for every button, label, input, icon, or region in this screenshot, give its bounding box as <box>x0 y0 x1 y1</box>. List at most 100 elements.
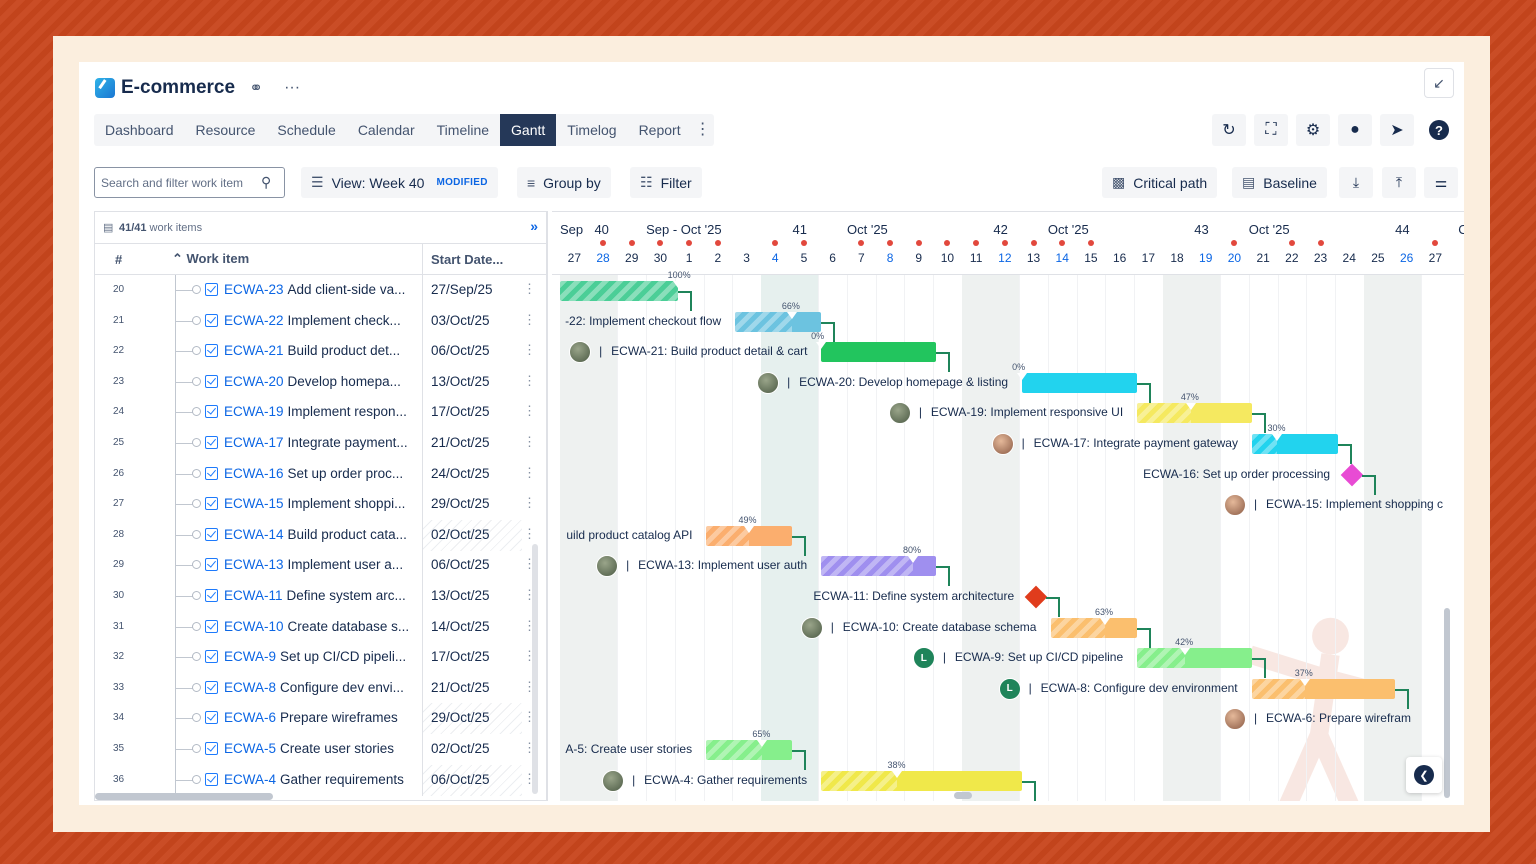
work-item-key[interactable]: ECWA-20 <box>224 373 284 389</box>
assignee-avatar[interactable] <box>1224 494 1247 517</box>
table-row[interactable]: 35 ECWA-5 Create user stories 02/Oct/25 ⋮ <box>95 733 546 765</box>
start-date-cell[interactable]: 21/Oct/25 <box>422 427 522 459</box>
work-item-key[interactable]: ECWA-4 <box>224 771 277 787</box>
help-icon[interactable]: ? <box>1422 114 1456 146</box>
start-date-cell[interactable]: 29/Oct/25 <box>422 703 522 735</box>
assignee-avatar[interactable] <box>800 616 823 639</box>
tab-resource[interactable]: Resource <box>195 122 256 138</box>
work-item-cell[interactable]: ECWA-23 Add client-side va... <box>224 282 420 297</box>
work-item-key[interactable]: ECWA-14 <box>224 526 284 542</box>
table-row[interactable]: 30 ECWA-11 Define system arc... 13/Oct/25 ⋮ <box>95 580 546 612</box>
more-options-icon[interactable]: ··· <box>284 79 301 96</box>
start-date-cell[interactable]: 21/Oct/25 <box>422 672 522 704</box>
work-item-cell[interactable]: ECWA-22 Implement check... <box>224 313 420 328</box>
work-item-key[interactable]: ECWA-16 <box>224 465 284 481</box>
row-menu-icon[interactable]: ⋮ <box>523 525 536 541</box>
work-item-cell[interactable]: ECWA-11 Define system arc... <box>224 588 420 603</box>
search-input[interactable]: ⚲ <box>94 167 285 198</box>
tabs-more-icon[interactable]: ⋮ <box>694 121 711 138</box>
task-bar[interactable] <box>735 311 822 332</box>
work-item-key[interactable]: ECWA-10 <box>224 618 284 634</box>
table-row[interactable]: 23 ECWA-20 Develop homepa... 13/Oct/25 ⋮ <box>95 366 546 398</box>
start-date-cell[interactable]: 17/Oct/25 <box>422 397 522 429</box>
start-date-cell[interactable]: 14/Oct/25 <box>422 611 522 643</box>
row-menu-icon[interactable]: ⋮ <box>523 342 536 358</box>
task-bar[interactable] <box>816 342 936 363</box>
scroll-to-task-button[interactable]: ❮ <box>1406 757 1442 793</box>
critical-path-button[interactable]: ▩ Critical path <box>1102 167 1218 198</box>
rocket-icon[interactable]: ➤ <box>1380 114 1414 146</box>
task-bar[interactable] <box>1136 403 1252 424</box>
start-date-cell[interactable]: 17/Oct/25 <box>422 642 522 674</box>
assignee-avatar[interactable]: L <box>912 647 935 670</box>
work-item-cell[interactable]: ECWA-20 Develop homepa... <box>224 374 420 389</box>
work-item-cell[interactable]: ECWA-21 Build product det... <box>224 343 420 358</box>
start-date-cell[interactable]: 27/Sep/25 <box>422 275 522 306</box>
assignee-avatar[interactable] <box>888 402 911 425</box>
start-date-cell[interactable]: 13/Oct/25 <box>422 366 522 398</box>
work-item-cell[interactable]: ECWA-17 Integrate payment... <box>224 435 420 450</box>
gantt-vertical-scrollbar[interactable] <box>1444 608 1450 798</box>
start-date-cell[interactable]: 03/Oct/25 <box>422 305 522 337</box>
work-item-cell[interactable]: ECWA-13 Implement user a... <box>224 557 420 572</box>
assignee-avatar[interactable] <box>602 769 625 792</box>
start-date-cell[interactable]: 02/Oct/25 <box>422 519 522 551</box>
upload-icon[interactable]: ⤒ <box>1382 167 1416 198</box>
start-date-cell[interactable]: 24/Oct/25 <box>422 458 522 490</box>
download-icon[interactable]: ⤓ <box>1339 167 1373 198</box>
row-menu-icon[interactable]: ⋮ <box>523 433 536 449</box>
group-by-button[interactable]: ≡ Group by <box>517 167 611 198</box>
tab-timelog[interactable]: Timelog <box>567 122 617 138</box>
lightbulb-icon[interactable]: ● <box>1338 114 1372 146</box>
grid-vertical-scrollbar[interactable] <box>532 544 538 794</box>
work-item-cell[interactable]: ECWA-4 Gather requirements <box>224 772 420 787</box>
assignee-avatar[interactable] <box>569 341 592 364</box>
table-row[interactable]: 28 ECWA-14 Build product cata... 02/Oct/25 ⋮ <box>95 519 546 551</box>
search-field[interactable] <box>101 175 261 190</box>
baseline-button[interactable]: ▤ Baseline <box>1232 167 1327 198</box>
work-item-cell[interactable]: ECWA-10 Create database s... <box>224 619 420 634</box>
task-bar[interactable] <box>821 770 1023 791</box>
assignee-avatar[interactable] <box>991 433 1014 455</box>
table-row[interactable]: 22 ECWA-21 Build product det... 06/Oct/25 ⋮ <box>95 336 546 368</box>
work-item-key[interactable]: ECWA-17 <box>224 434 284 450</box>
work-item-key[interactable]: ECWA-23 <box>224 282 284 297</box>
row-menu-icon[interactable]: ⋮ <box>523 311 536 327</box>
sliders-icon[interactable]: ⚌ <box>1424 167 1458 198</box>
work-item-cell[interactable]: ECWA-15 Implement shoppi... <box>224 496 420 511</box>
work-item-key[interactable]: ECWA-8 <box>224 679 277 695</box>
col-work-item[interactable]: ⌃ Work item <box>172 251 249 267</box>
tab-dashboard[interactable]: Dashboard <box>105 122 174 138</box>
work-item-key[interactable]: ECWA-21 <box>224 343 284 359</box>
task-bar[interactable] <box>560 281 683 301</box>
fullscreen-icon[interactable]: ⛶ <box>1254 114 1288 146</box>
tab-calendar[interactable]: Calendar <box>357 122 415 138</box>
task-bar[interactable] <box>1251 434 1338 454</box>
work-item-key[interactable]: ECWA-11 <box>224 587 283 603</box>
tab-timeline[interactable]: Timeline <box>436 122 490 138</box>
task-bar[interactable] <box>1017 372 1137 393</box>
expand-chevrons-icon[interactable]: » <box>530 218 538 234</box>
table-row[interactable]: 27 ECWA-15 Implement shoppi... 29/Oct/25 ⋮ <box>95 489 546 521</box>
table-row[interactable]: 36 ECWA-4 Gather requirements 06/Oct/25 ⋮ <box>95 764 546 796</box>
grid-horizontal-scrollbar[interactable] <box>95 793 273 800</box>
task-bar[interactable] <box>1050 617 1137 638</box>
work-item-key[interactable]: ECWA-22 <box>224 312 284 328</box>
assignee-avatar[interactable] <box>596 555 619 578</box>
filter-button[interactable]: ☷ Filter <box>630 167 702 198</box>
start-date-cell[interactable]: 29/Oct/25 <box>422 489 522 521</box>
gantt-horizontal-scrollbar[interactable] <box>954 792 972 799</box>
table-row[interactable]: 31 ECWA-10 Create database s... 14/Oct/25 ⋮ <box>95 611 546 643</box>
work-item-cell[interactable]: ECWA-6 Prepare wireframes <box>224 710 420 725</box>
work-item-key[interactable]: ECWA-15 <box>224 496 284 512</box>
work-item-key[interactable]: ECWA-19 <box>224 404 284 420</box>
work-item-cell[interactable]: ECWA-14 Build product cata... <box>224 527 420 542</box>
table-row[interactable]: 21 ECWA-22 Implement check... 03/Oct/25 ⋮ <box>95 305 546 337</box>
milestone-diamond[interactable] <box>1025 585 1048 609</box>
table-row[interactable]: 32 ECWA-9 Set up CI/CD pipeli... 17/Oct/25 ⋮ <box>95 642 546 674</box>
table-row[interactable]: 24 ECWA-19 Implement respon... 17/Oct/25 ⋮ <box>95 397 546 429</box>
task-bar[interactable] <box>1251 678 1396 699</box>
start-date-cell[interactable]: 06/Oct/25 <box>422 550 522 582</box>
collapse-icon[interactable]: ↙ <box>1424 68 1454 98</box>
table-row[interactable]: 34 ECWA-6 Prepare wireframes 29/Oct/25 ⋮ <box>95 703 546 735</box>
